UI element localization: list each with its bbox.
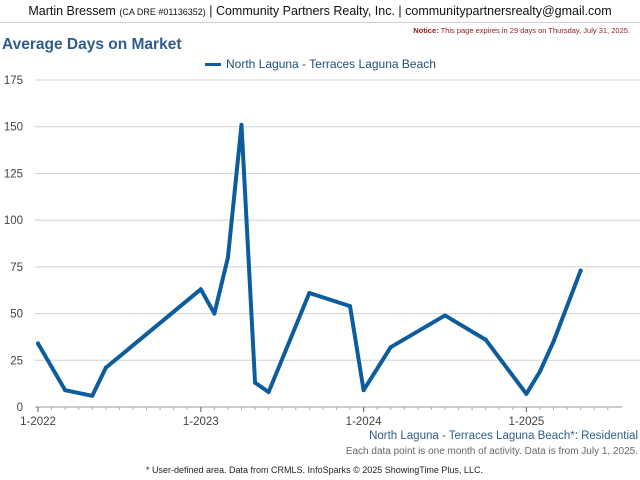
y-tick-label: 75: [10, 262, 23, 274]
data-point: [198, 287, 203, 292]
y-tick-label: 50: [10, 309, 23, 321]
data-point: [63, 388, 68, 393]
data-point: [225, 255, 230, 260]
company-name: | Community Partners Realty, Inc. |: [209, 4, 402, 18]
data-point: [266, 390, 271, 395]
data-point: [361, 388, 366, 393]
x-tick-label: 1-2023: [183, 416, 219, 428]
data-point: [103, 365, 108, 370]
legend-swatch: [205, 62, 221, 66]
y-tick-label: 100: [4, 215, 23, 227]
data-point: [307, 291, 312, 296]
agent-header-bar: Martin Bressem (CA DRE #01136352) | Comm…: [0, 0, 640, 23]
y-tick-label: 0: [17, 402, 23, 414]
data-point: [388, 345, 393, 350]
data-point: [578, 268, 583, 273]
y-tick-label: 125: [4, 168, 23, 180]
footer-credit: * User-defined area. Data from CRMLS. In…: [146, 465, 483, 475]
notice-label: Notice:: [413, 26, 439, 35]
legend-label: North Laguna - Terraces Laguna Beach: [226, 57, 436, 71]
chart-note: Each data point is one month of activity…: [345, 446, 638, 457]
data-point: [212, 311, 217, 316]
x-tick-label: 1-2025: [508, 416, 544, 428]
data-point: [483, 337, 488, 342]
expiry-notice: Notice: This page expires in 29 days on …: [413, 26, 630, 35]
chart-title: Average Days on Market: [2, 36, 182, 53]
notice-text: This page expires in 29 days on Thursday…: [440, 26, 630, 35]
data-point: [239, 122, 244, 127]
y-tick-label: 150: [4, 122, 23, 134]
chart-legend: North Laguna - Terraces Laguna Beach: [205, 57, 436, 71]
data-point: [537, 369, 542, 374]
y-tick-label: 175: [4, 75, 23, 87]
y-tick-label: 25: [10, 355, 23, 367]
data-point: [524, 391, 529, 396]
x-tick-label: 1-2022: [20, 416, 56, 428]
data-point: [348, 304, 353, 309]
chart-subtitle: North Laguna - Terraces Laguna Beach*: R…: [369, 430, 638, 442]
agent-name: Martin Bressem: [28, 4, 116, 18]
series-line-north-laguna: [36, 122, 583, 398]
data-point: [36, 341, 40, 346]
agent-email[interactable]: communitypartnersrealty@gmail.com: [405, 4, 612, 18]
agent-license: (CA DRE #01136352): [119, 7, 206, 17]
x-tick-label: 1-2024: [346, 416, 382, 428]
data-point: [90, 393, 95, 398]
data-point: [253, 380, 258, 385]
data-point: [551, 339, 556, 344]
data-point: [442, 313, 447, 318]
